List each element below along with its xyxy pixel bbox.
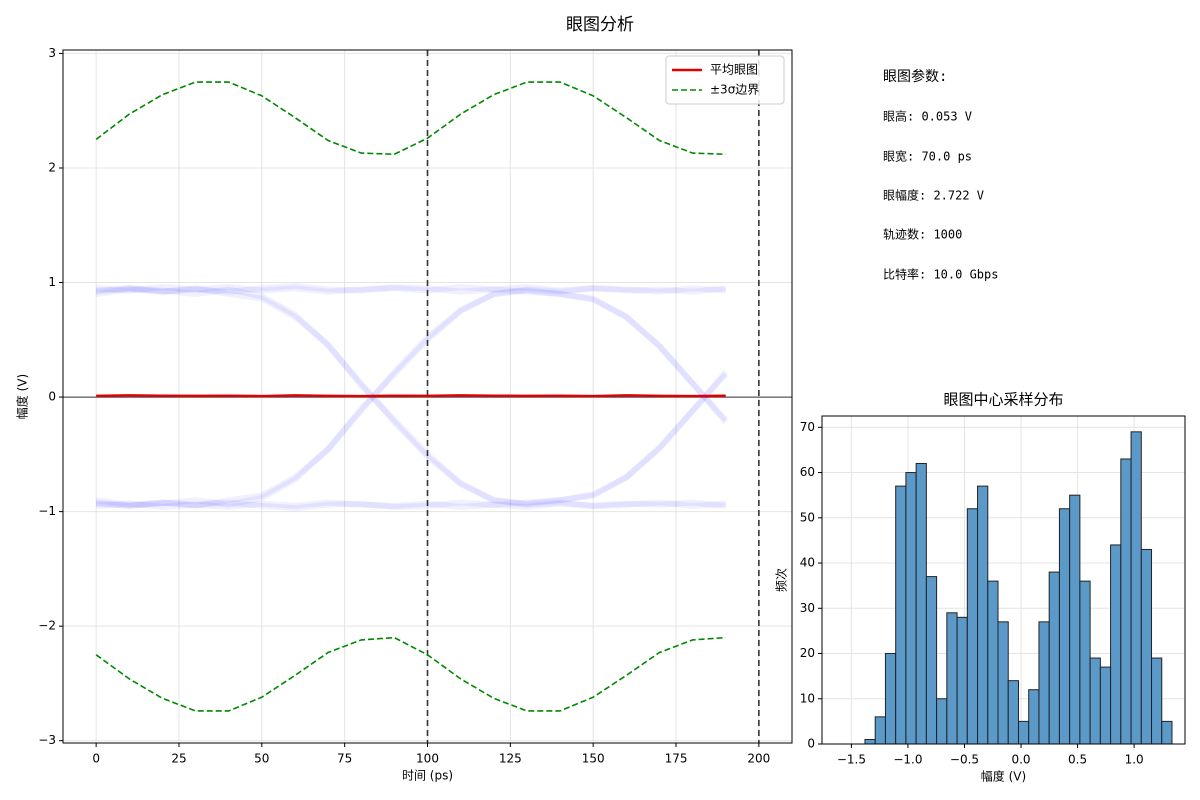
hist-bar	[1151, 657, 1163, 745]
y-tick-label: 0	[48, 390, 56, 404]
y-tick-label: −3	[38, 733, 56, 747]
hist-bar	[1007, 680, 1019, 745]
param-item: 眼高: 0.053 V	[883, 109, 972, 124]
hist-bar	[1017, 720, 1030, 745]
plot-frame	[821, 415, 1186, 745]
chart-title: 眼图中心采样分布	[943, 391, 1063, 409]
hist-bar	[946, 612, 958, 745]
y-tick-label: 0	[807, 737, 815, 751]
param-item: 轨迹数: 1000	[883, 227, 962, 242]
x-tick-label: 200	[747, 752, 770, 766]
param-item: 眼宽: 70.0 ps	[883, 149, 972, 164]
x-tick-label: 0.5	[1068, 753, 1087, 767]
x-tick-label: 0	[92, 752, 100, 766]
trace	[95, 499, 726, 512]
y-tick-label: −2	[38, 619, 56, 633]
y-tick-label: 50	[800, 510, 815, 524]
hist-bar	[1140, 548, 1153, 745]
x-tick-label: 150	[582, 752, 605, 766]
series-line	[95, 636, 726, 712]
hist-bar	[956, 616, 968, 745]
series-line	[96, 394, 726, 398]
trace	[95, 285, 727, 509]
legend-box	[665, 55, 785, 105]
hist-bar	[936, 698, 948, 745]
hist-bar	[987, 580, 999, 745]
hist-bar	[895, 485, 907, 745]
trace	[95, 284, 728, 422]
x-tick-label: 100	[416, 752, 439, 766]
hist-bar	[1099, 666, 1112, 745]
hist-bar	[997, 621, 1009, 745]
hist-bar	[1110, 544, 1122, 745]
hist-bar	[1130, 431, 1142, 745]
hist-bar	[1058, 508, 1071, 745]
x-axis-label: 时间 (ps)	[402, 769, 453, 783]
hist-bar	[1028, 689, 1040, 745]
y-axis-label: 频次	[775, 568, 789, 592]
x-tick-label: 75	[337, 752, 352, 766]
y-tick-label: 70	[800, 420, 815, 434]
hist-bar	[884, 653, 897, 745]
hist-bar	[1079, 580, 1091, 745]
x-tick-label: 50	[254, 752, 269, 766]
y-tick-label: 2	[48, 160, 56, 174]
y-tick-label: 30	[800, 601, 815, 615]
hist-bar	[925, 576, 938, 745]
x-axis-label: 幅度 (V)	[981, 769, 1026, 784]
trace	[95, 285, 727, 509]
legend-label: ±3σ边界	[710, 83, 759, 97]
y-tick-label: 3	[48, 46, 56, 60]
y-tick-label: −1	[38, 504, 56, 518]
hist-bar	[966, 508, 979, 745]
hist-bar	[905, 472, 917, 745]
param-heading: 眼图参数:	[883, 68, 947, 85]
plot-frame	[62, 49, 793, 744]
hist-bar	[915, 463, 927, 745]
hist-bar	[874, 716, 886, 745]
y-tick-label: 60	[800, 465, 815, 479]
y-tick-label: 40	[800, 556, 815, 570]
legend-label: 平均眼图	[710, 63, 758, 77]
trace	[95, 282, 726, 295]
y-axis-label: 幅度 (V)	[15, 374, 30, 419]
x-tick-label: 175	[665, 752, 688, 766]
x-tick-label: 25	[171, 752, 186, 766]
trace	[95, 287, 729, 509]
param-item: 眼幅度: 2.722 V	[883, 188, 984, 203]
trace	[95, 372, 728, 511]
x-tick-label: 0.0	[1011, 753, 1030, 767]
hist-bar	[864, 738, 876, 745]
param-item: 比特率: 10.0 Gbps	[883, 267, 998, 282]
y-tick-label: 20	[800, 646, 815, 660]
x-tick-label: −1.0	[893, 753, 922, 767]
series-line	[95, 81, 726, 156]
hist-bar	[1069, 494, 1081, 745]
hist-bar	[1120, 458, 1132, 745]
x-tick-label: −0.5	[950, 753, 979, 767]
y-tick-label: 1	[48, 275, 56, 289]
x-tick-label: −1.5	[837, 753, 866, 767]
figure-title: 眼图分析	[566, 15, 634, 35]
y-tick-label: 10	[800, 691, 815, 705]
hist-bar	[1038, 621, 1050, 745]
hist-bar	[1089, 657, 1101, 745]
x-tick-label: 1.0	[1125, 753, 1144, 767]
hist-bar	[1048, 571, 1060, 745]
hist-bar	[977, 485, 989, 745]
x-tick-label: 125	[499, 752, 522, 766]
hist-bar	[1161, 720, 1173, 745]
trace	[95, 285, 729, 507]
